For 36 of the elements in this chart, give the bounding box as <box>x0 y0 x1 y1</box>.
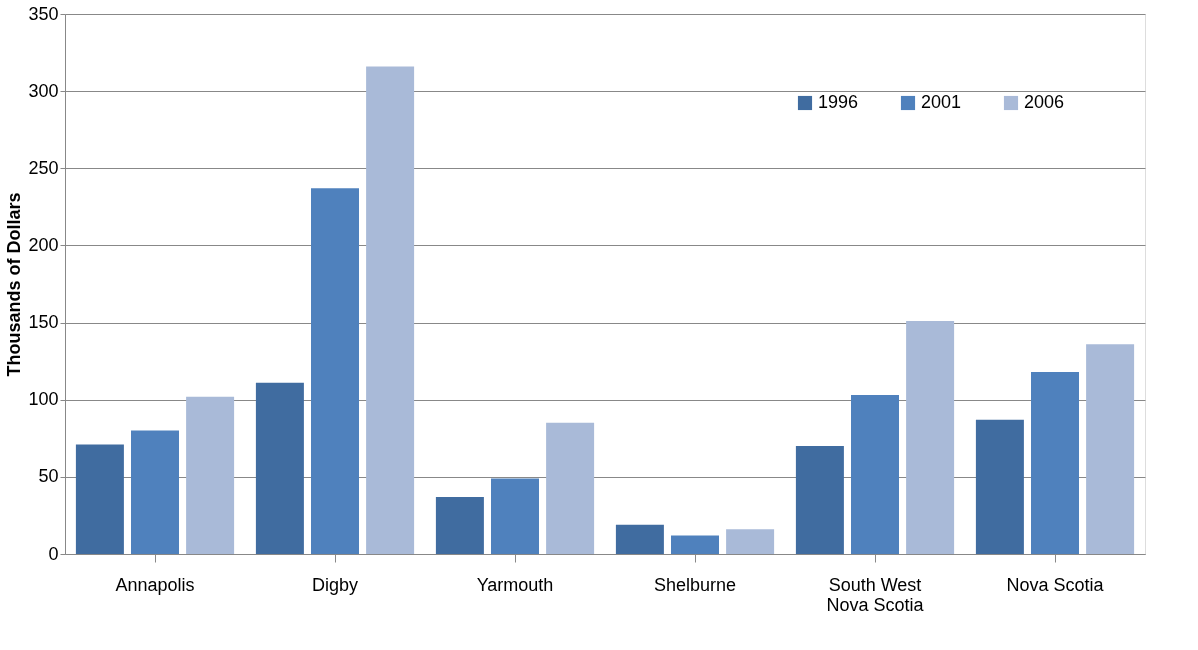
y-tick-label: 350 <box>28 3 59 24</box>
bar <box>615 524 664 554</box>
bar <box>671 535 719 554</box>
bar <box>851 395 899 554</box>
bar <box>75 444 124 554</box>
legend-label: 1996 <box>818 92 859 112</box>
bar <box>795 446 844 554</box>
bar <box>311 188 359 554</box>
y-tick-label: 50 <box>38 466 59 487</box>
bar <box>491 478 539 554</box>
bar <box>255 382 304 554</box>
legend-label: 2006 <box>1024 92 1065 112</box>
y-tick-label: 200 <box>28 234 59 255</box>
y-tick-label: 100 <box>28 389 59 410</box>
bar <box>906 321 955 554</box>
y-axis-title: Thousands of Dollars <box>4 192 25 377</box>
bar <box>726 529 775 554</box>
x-tick-label: Shelburne <box>653 574 737 595</box>
x-tick-label: Digby <box>311 574 359 595</box>
y-tick-label: 150 <box>28 312 59 333</box>
x-tick-label: Annapolis <box>115 574 195 595</box>
bar <box>1086 344 1135 554</box>
bar <box>1031 371 1079 554</box>
bar <box>131 430 179 554</box>
bar <box>975 419 1024 554</box>
bar <box>366 66 415 554</box>
y-tick-label: 0 <box>48 543 59 564</box>
legend-label: 2001 <box>921 92 962 112</box>
bar <box>186 396 235 554</box>
bar <box>546 422 595 554</box>
y-tick-label: 250 <box>28 157 59 178</box>
y-tick-label: 300 <box>28 80 59 101</box>
x-tick-label: Yarmouth <box>476 574 554 595</box>
bar <box>435 496 484 554</box>
x-tick-label: South West Nova Scotia <box>826 574 925 615</box>
x-tick-label: Nova Scotia <box>1006 574 1105 595</box>
